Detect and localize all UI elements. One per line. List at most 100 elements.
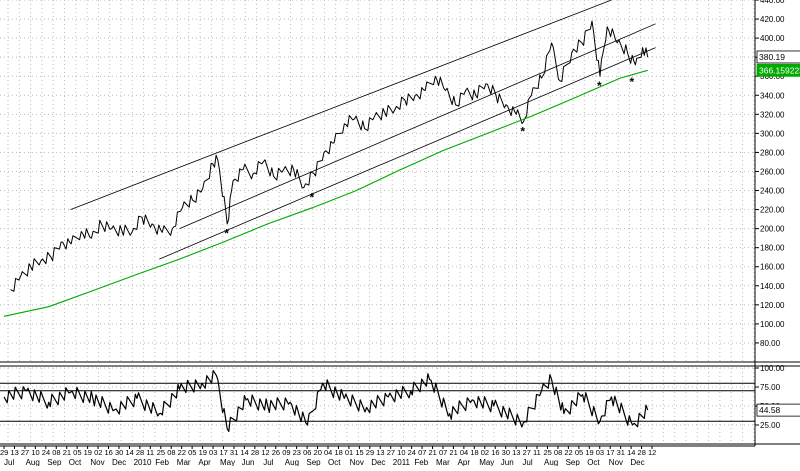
x-month-label: Aug (285, 458, 299, 466)
x-month-label: Aug (26, 458, 40, 466)
last-price-label-box (756, 50, 800, 64)
last-oscillator-label-box (756, 403, 800, 417)
x-day-label: 13 (512, 448, 520, 457)
osc-y-tick-label: 75.00 (760, 383, 781, 392)
x-month-label: May (479, 458, 494, 466)
x-day-label: 11 (146, 448, 154, 457)
y-tick-label: 80.00 (760, 339, 781, 348)
trend-channel-line (179, 23, 656, 229)
last-oscillator-label: 44.58 (759, 405, 781, 415)
x-month-label: Sep (566, 458, 581, 466)
x-month-label: Mar (177, 458, 191, 466)
y-tick-label: 120.00 (760, 301, 785, 310)
x-day-label: 07 (418, 448, 426, 457)
x-month-label: Dec (371, 458, 385, 466)
x-day-label: 28 (251, 448, 259, 457)
x-day-label: 17 (219, 448, 227, 457)
x-day-label: 14 (125, 448, 133, 457)
x-day-label: 24 (42, 448, 50, 457)
x-day-label: 21 (429, 448, 437, 457)
last-price-label: 380.19 (759, 52, 785, 62)
x-day-label: 07 (439, 448, 447, 457)
x-day-label: 29 (0, 448, 8, 457)
y-tick-label: 400.00 (760, 34, 785, 43)
x-day-label: 03 (209, 448, 217, 457)
osc-y-tick-label: 25.00 (760, 421, 781, 430)
x-day-label: 24 (408, 448, 416, 457)
x-month-label: Oct (328, 458, 341, 466)
y-tick-label: 340.00 (760, 91, 785, 100)
x-month-label: Sep (306, 458, 321, 466)
x-day-label: 10 (31, 448, 39, 457)
x-day-label: 15 (355, 448, 363, 457)
x-day-label: 02 (481, 448, 489, 457)
x-day-label: 18 (334, 448, 342, 457)
y-tick-label: 160.00 (760, 263, 785, 272)
annotation-asterisk: * (597, 79, 602, 93)
x-month-label: Apr (458, 458, 471, 466)
x-day-label: 31 (617, 448, 625, 457)
x-month-label: Dec (630, 458, 644, 466)
annotation-asterisk: * (520, 125, 525, 139)
x-day-label: 04 (460, 448, 468, 457)
x-day-label: 12 (648, 448, 656, 457)
x-day-label: 22 (178, 448, 186, 457)
series-layer (3, 20, 649, 432)
x-day-label: 08 (554, 448, 562, 457)
annotation-asterisk: * (309, 190, 314, 204)
x-day-label: 14 (240, 448, 248, 457)
x-day-label: 05 (575, 448, 583, 457)
x-day-label: 20 (314, 448, 322, 457)
y-tick-label: 420.00 (760, 15, 785, 24)
x-month-label: Jun (501, 458, 514, 466)
x-month-label: Nov (90, 458, 104, 466)
x-day-label: 22 (564, 448, 572, 457)
x-day-label: 25 (157, 448, 165, 457)
x-month-label: Nov (350, 458, 364, 466)
y-tick-label: 220.00 (760, 206, 785, 215)
x-day-label: 29 (366, 448, 374, 457)
x-day-label: 03 (596, 448, 604, 457)
x-day-label: 19 (84, 448, 92, 457)
last-ma-label-box (756, 63, 800, 77)
last-ma-label: 366.159223 (759, 65, 800, 75)
x-month-label: Dec (112, 458, 126, 466)
y-tick-label: 260.00 (760, 167, 785, 176)
x-month-label: Mar (436, 458, 450, 466)
x-day-label: 08 (167, 448, 175, 457)
y-tick-label: 440.00 (760, 0, 785, 5)
x-month-label: Oct (587, 458, 600, 466)
overlay-layer (70, 0, 656, 260)
y-tick-label: 280.00 (760, 148, 785, 157)
x-day-label: 13 (10, 448, 18, 457)
x-day-label: 18 (470, 448, 478, 457)
x-month-label: Nov (609, 458, 623, 466)
x-month-label: Sep (47, 458, 62, 466)
x-day-label: 10 (397, 448, 405, 457)
moving-average-series (3, 69, 648, 317)
grid-layer (0, 0, 755, 444)
x-day-label: 27 (21, 448, 29, 457)
x-day-label: 02 (94, 448, 102, 457)
x-day-label: 12 (261, 448, 269, 457)
x-month-label: 2011 (393, 458, 411, 466)
oscillator-series (3, 370, 649, 432)
x-day-label: 14 (627, 448, 635, 457)
trend-channel-line (159, 47, 656, 260)
x-day-label: 04 (324, 448, 332, 457)
x-month-label: Jul (263, 458, 273, 466)
x-day-label: 21 (63, 448, 71, 457)
x-day-label: 31 (230, 448, 238, 457)
x-day-label: 26 (272, 448, 280, 457)
trend-channel-line (70, 0, 612, 210)
y-tick-label: 180.00 (760, 244, 785, 253)
y-tick-label: 300.00 (760, 129, 785, 138)
x-day-label: 27 (523, 448, 531, 457)
x-day-label: 28 (638, 448, 646, 457)
x-month-label: 2010 (134, 458, 152, 466)
y-tick-label: 240.00 (760, 187, 785, 196)
x-day-label: 16 (491, 448, 499, 457)
